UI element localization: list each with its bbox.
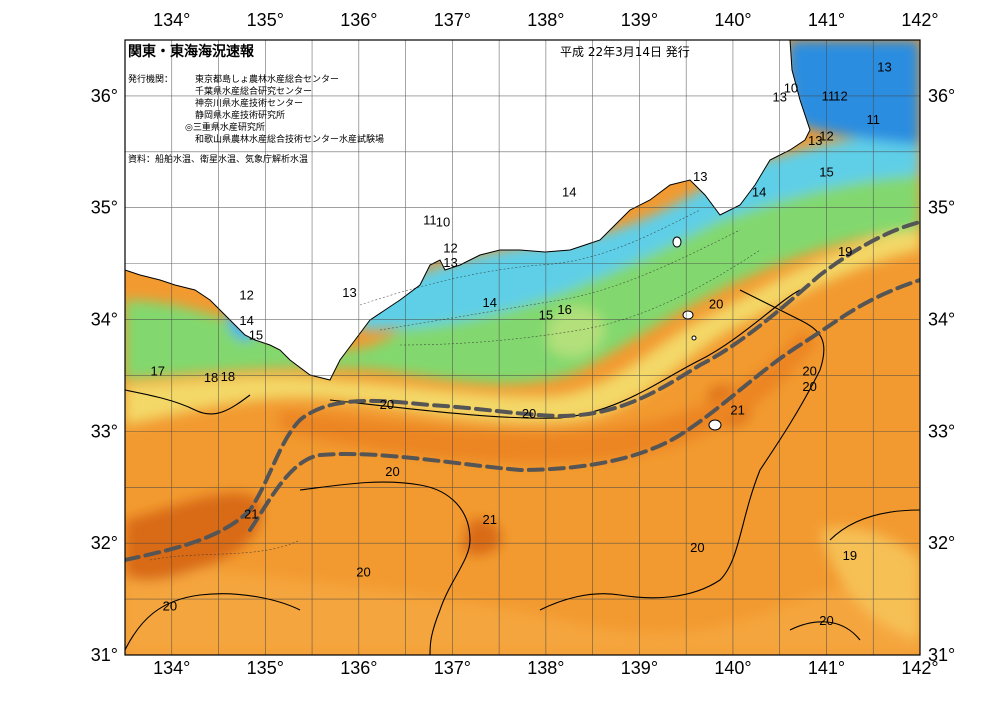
isotherm-label: 19 <box>843 548 857 563</box>
publisher-6: 和歌山県農林水産総合技術センター水産試験場 <box>195 133 384 145</box>
longitude-label: 142° <box>901 10 938 30</box>
data-sources: 資料：船舶水温、衛星水温、気象庁解析水温 <box>128 153 308 165</box>
isotherm-label: 20 <box>802 379 816 394</box>
longitude-label: 142° <box>901 658 938 678</box>
longitude-label: 140° <box>714 10 751 30</box>
latitude-label: 32° <box>928 533 955 553</box>
island <box>672 236 682 248</box>
longitude-label: 137° <box>434 658 471 678</box>
longitude-labels-bottom: 134° 135° 136° 137° 138° 139° 140° 141° 142° <box>153 658 938 678</box>
longitude-label: 138° <box>527 658 564 678</box>
isotherm-label: 12 <box>239 287 253 302</box>
isotherm-label: 13 <box>443 255 457 270</box>
isotherm-label: 20 <box>385 464 399 479</box>
isotherm-label: 15 <box>539 308 553 323</box>
latitude-label: 34° <box>928 310 955 330</box>
issue-date: 平成 22年3月14日 発行 <box>560 45 690 59</box>
isotherm-label: 16 <box>557 302 571 317</box>
isotherm-label: 12 <box>443 240 457 255</box>
isotherm-label: 20 <box>380 397 394 412</box>
isotherm-label: 12 <box>819 129 833 144</box>
longitude-label: 134° <box>153 10 190 30</box>
isotherm-label: 15 <box>249 328 263 343</box>
isotherm-label: 20 <box>802 363 816 378</box>
isotherm-label: 14 <box>752 185 766 200</box>
map-title: 関東・東海海況速報 <box>128 43 255 60</box>
temperature-shading <box>125 40 920 655</box>
latitude-label: 34° <box>91 310 118 330</box>
longitude-label: 139° <box>621 10 658 30</box>
latitude-label: 33° <box>91 421 118 441</box>
longitude-label: 136° <box>340 10 377 30</box>
isotherm-label: 20 <box>163 598 177 613</box>
publisher-2: 千葉県水産総合研究センター <box>195 85 312 97</box>
isotherm-label: 14 <box>239 313 253 328</box>
isotherm-label: 13 <box>342 285 356 300</box>
isotherm-label: 13 <box>877 59 891 74</box>
isotherm-label: 21 <box>244 507 258 522</box>
longitude-label: 138° <box>527 10 564 30</box>
longitude-label: 141° <box>808 658 845 678</box>
longitude-label: 135° <box>247 10 284 30</box>
latitude-label: 36° <box>91 86 118 106</box>
longitude-label: 136° <box>340 658 377 678</box>
isotherm-label: 20 <box>709 296 723 311</box>
island <box>708 419 722 431</box>
latitude-label: 36° <box>928 86 955 106</box>
latitude-labels-left: 36° 35° 34° 33° 32° 31° <box>91 86 118 665</box>
longitude-label: 135° <box>247 658 284 678</box>
latitude-label: 31° <box>91 645 118 665</box>
isotherm-label: 20 <box>522 406 536 421</box>
isotherm-label: 15 <box>819 164 833 179</box>
isotherm-label: 11 <box>822 88 836 103</box>
publisher-3: 神奈川県水産技術センター <box>195 97 303 109</box>
longitude-label: 141° <box>808 10 845 30</box>
isotherm-label: 21 <box>730 403 744 418</box>
isotherm-label: 20 <box>356 565 370 580</box>
isotherm-label: 13 <box>772 90 786 105</box>
longitude-label: 137° <box>434 10 471 30</box>
isotherm-label: 21 <box>483 512 497 527</box>
longitude-label: 139° <box>621 658 658 678</box>
isotherm-label: 12 <box>833 88 847 103</box>
isotherm-label: 17 <box>151 363 165 378</box>
isotherm-label: 14 <box>483 295 497 310</box>
graticule-grid <box>125 40 920 655</box>
latitude-label: 35° <box>928 198 955 218</box>
publisher-4: 静岡県水産技術研究所 <box>195 109 285 121</box>
latitude-label: 32° <box>91 533 118 553</box>
publisher-5: ◎三重県水産研究所 <box>185 121 265 133</box>
isotherm-label: 11 <box>423 213 437 228</box>
kuroshio-axis <box>125 220 920 562</box>
isotherm-label: 18 <box>221 369 235 384</box>
latitude-label: 33° <box>928 421 955 441</box>
isotherm-label: 19 <box>838 244 852 259</box>
isotherm-label: 10 <box>436 215 450 230</box>
publisher-label: 発行機関： <box>128 73 173 85</box>
isotherm-contours <box>125 289 920 655</box>
latitude-label: 31° <box>928 645 955 665</box>
longitude-label: 140° <box>714 658 751 678</box>
isotherm-label: 20 <box>690 540 704 555</box>
isotherm-label: 10 <box>784 81 798 96</box>
island <box>691 335 697 341</box>
longitude-labels-top: 134° 135° 136° 137° 138° 139° 140° 141° 142° <box>153 10 938 30</box>
publisher-1: 東京都島しょ農林水産総合センター <box>195 73 339 85</box>
isotherm-label: 18 <box>204 370 218 385</box>
map-border <box>124 39 921 656</box>
latitude-label: 35° <box>91 198 118 218</box>
longitude-label: 134° <box>153 658 190 678</box>
isotherm-label: 13 <box>808 133 822 148</box>
isotherm-label: 11 <box>866 112 880 127</box>
island <box>682 310 694 320</box>
latitude-labels-right: 36° 35° 34° 33° 32° 31° <box>928 86 955 665</box>
isotherm-label: 13 <box>693 169 707 184</box>
isotherm-label: 14 <box>562 185 576 200</box>
isotherm-label: 20 <box>819 613 833 628</box>
